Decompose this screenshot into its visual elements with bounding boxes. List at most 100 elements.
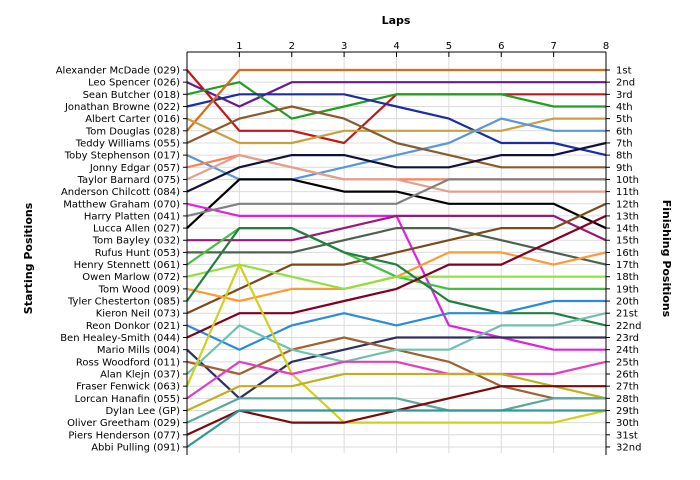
finish-position-label: 10th xyxy=(616,175,639,186)
start-position-label: Piers Henderson (077) xyxy=(68,430,180,441)
finish-position-label: 23rd xyxy=(616,333,639,344)
start-position-label: Fraser Fenwick (063) xyxy=(76,382,180,393)
series-line xyxy=(186,312,607,375)
start-position-label: Tom Wood (009) xyxy=(98,284,181,295)
series-line xyxy=(187,214,607,242)
right-axis-title: Finishing Positions xyxy=(660,200,673,318)
series-line xyxy=(186,68,606,132)
lap-tick-label: 2 xyxy=(289,41,295,52)
series-line xyxy=(186,360,607,400)
start-position-label: Dylan Lee (GP) xyxy=(105,406,180,417)
finish-position-label: 21st xyxy=(616,309,638,320)
start-position-label: Rufus Hunt (053) xyxy=(95,248,180,259)
tick-layer: 1 2 3 4 5 6 7 8 xyxy=(236,41,609,57)
series-line xyxy=(185,263,607,424)
start-position-label: Henry Stennett (061) xyxy=(74,260,180,271)
finish-position-label: 4th xyxy=(616,102,633,113)
finish-position-label: 14th xyxy=(616,224,639,235)
series-line xyxy=(186,202,607,315)
start-position-label: Teddy Williams (055) xyxy=(75,138,180,149)
series-line xyxy=(186,93,607,157)
start-position-label: Ross Woodford (011) xyxy=(76,357,180,368)
lap-tick-label: 5 xyxy=(446,41,452,52)
finish-label-layer: 1st2nd3rd4th5th6th7th8th9th10th11th12th1… xyxy=(616,66,641,454)
series-line xyxy=(186,105,606,169)
start-position-label: Alexander McDade (029) xyxy=(56,66,180,77)
series-line xyxy=(186,141,607,193)
finish-position-label: 5th xyxy=(616,114,633,125)
start-position-label: Leo Spencer (026) xyxy=(88,78,180,89)
start-position-label: Owen Marlow (072) xyxy=(82,272,180,283)
start-position-label: Alan Klejn (037) xyxy=(100,370,180,381)
finish-position-label: 12th xyxy=(616,199,639,210)
finish-position-label: 31st xyxy=(616,430,638,441)
start-position-label: Mario Mills (004) xyxy=(97,345,180,356)
start-position-label: Tyler Chesterton (085) xyxy=(67,297,180,308)
finish-position-label: 9th xyxy=(616,163,633,174)
left-axis-title: Starting Positions xyxy=(22,202,35,314)
start-position-label: Kieron Neil (073) xyxy=(96,309,180,320)
finish-position-label: 6th xyxy=(616,126,633,137)
series-line xyxy=(186,214,607,339)
start-position-label: Toby Stephenson (017) xyxy=(64,151,180,162)
start-position-label: Lucca Allen (027) xyxy=(93,224,180,235)
start-position-label: Jonny Edgar (057) xyxy=(89,163,180,174)
start-position-label: Anderson Chilcott (084) xyxy=(61,187,180,198)
start-label-layer: Alexander McDade (029)Leo Spencer (026)S… xyxy=(56,66,180,454)
finish-position-label: 32nd xyxy=(616,442,641,453)
finish-position-label: 11th xyxy=(616,187,639,198)
finish-position-label: 3rd xyxy=(616,90,633,101)
start-position-label: Matthew Graham (070) xyxy=(63,199,180,210)
finish-position-label: 30th xyxy=(616,418,639,429)
finish-position-label: 18th xyxy=(616,272,639,283)
finish-position-label: 17th xyxy=(616,260,639,271)
finish-position-label: 16th xyxy=(616,248,639,259)
finish-position-label: 8th xyxy=(616,151,633,162)
start-position-label: Sean Butcher (018) xyxy=(83,90,181,101)
series-line xyxy=(186,299,606,351)
start-position-label: Albert Carter (016) xyxy=(85,114,180,125)
finish-position-label: 19th xyxy=(616,284,639,295)
finish-position-label: 29th xyxy=(616,406,639,417)
finish-position-label: 26th xyxy=(616,370,639,381)
lap-tick-label: 4 xyxy=(393,41,399,52)
chart-title: Laps xyxy=(382,14,411,27)
start-position-label: Oliver Greetham (029) xyxy=(67,418,180,429)
finish-position-label: 25th xyxy=(616,357,639,368)
start-position-label: Tom Bayley (032) xyxy=(92,236,180,247)
finish-position-label: 7th xyxy=(616,138,633,149)
finish-position-label: 27th xyxy=(616,382,639,393)
start-position-label: Lorcan Hanafin (055) xyxy=(75,394,180,405)
start-position-label: Tom Douglas (028) xyxy=(85,126,180,137)
lap-tick-label: 8 xyxy=(603,41,609,52)
series-line xyxy=(186,81,606,108)
series-line xyxy=(186,409,606,448)
finish-position-label: 20th xyxy=(616,297,639,308)
start-position-label: Taylor Barnard (075) xyxy=(77,175,181,186)
lap-tick-label: 6 xyxy=(498,41,504,52)
start-position-label: Abbi Pulling (091) xyxy=(91,442,180,453)
series-line xyxy=(186,397,606,424)
finish-position-label: 1st xyxy=(616,66,632,77)
finish-position-label: 13th xyxy=(616,211,639,222)
finish-position-label: 15th xyxy=(616,236,639,247)
series-line xyxy=(186,178,607,230)
finish-position-label: 22nd xyxy=(616,321,641,332)
series-line xyxy=(186,154,606,193)
series-line xyxy=(186,227,607,327)
start-position-label: Harry Platten (041) xyxy=(84,211,180,222)
finish-position-label: 2nd xyxy=(616,78,635,89)
start-position-label: Jonathan Browne (022) xyxy=(64,102,180,113)
lap-tick-label: 3 xyxy=(341,41,347,52)
start-position-label: Ben Healey-Smith (044) xyxy=(60,333,180,344)
series-line xyxy=(186,263,606,290)
finish-position-label: 24th xyxy=(616,345,639,356)
lap-tick-label: 7 xyxy=(550,41,556,52)
lap-tick-label: 1 xyxy=(236,41,242,52)
finish-position-label: 28th xyxy=(616,394,639,405)
start-position-label: Reon Donkor (021) xyxy=(86,321,180,332)
series-line xyxy=(186,117,606,145)
series-layer xyxy=(185,68,607,448)
